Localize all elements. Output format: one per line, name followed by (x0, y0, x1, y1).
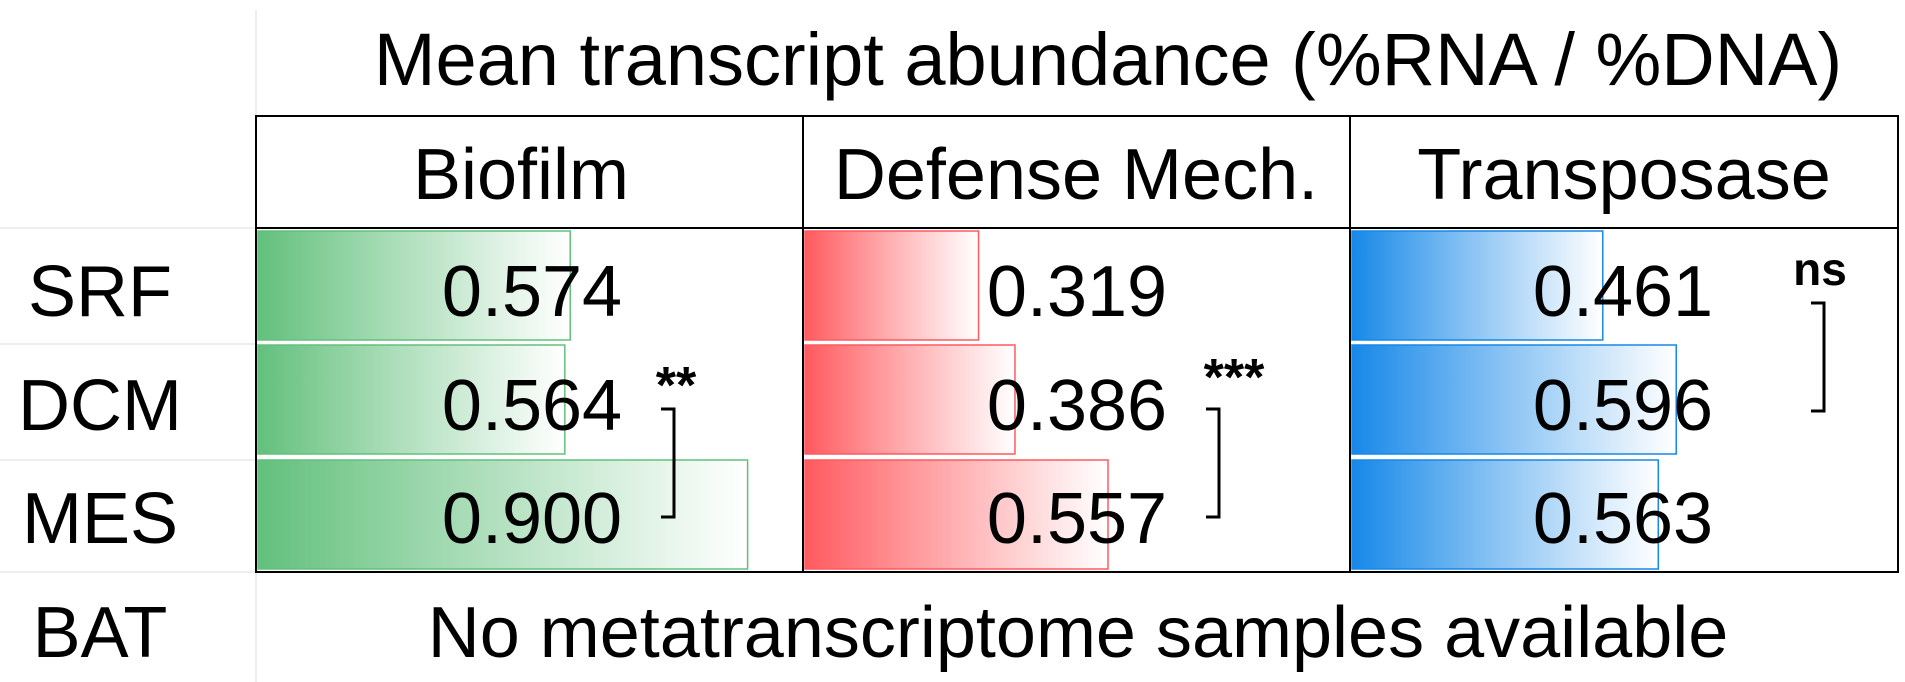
significance-label-transposase: ns (1793, 243, 1847, 295)
value-label-dcm-defense: 0.386 (987, 366, 1167, 446)
table-grid (255, 115, 1899, 573)
chart-title: Mean transcript abundance (%RNA / %DNA) (374, 18, 1842, 101)
row-label-mes: MES (22, 479, 178, 559)
column-header-defense-mech: Defense Mech. (834, 135, 1318, 215)
column-header-transposase: Transposase (1417, 135, 1831, 215)
value-label-mes-biofilm: 0.900 (442, 479, 622, 559)
significance-bracket-biofilm (661, 407, 676, 519)
value-label-mes-transposase: 0.563 (1533, 479, 1713, 559)
bar-dcm-transposase (1351, 344, 1677, 455)
value-label-dcm-transposase: 0.596 (1533, 366, 1713, 446)
bar-srf-biofilm (257, 230, 572, 341)
row-label-dcm: DCM (18, 366, 182, 446)
no-samples-note: No metatranscriptome samples available (428, 593, 1729, 673)
bar-dcm-biofilm (257, 344, 566, 455)
bar-dcm-defense (804, 344, 1016, 455)
bar-srf-transposase (1351, 230, 1604, 341)
bar-mes-transposase (1351, 459, 1660, 570)
bars-layer (257, 230, 1677, 570)
value-label-mes-defense: 0.557 (987, 479, 1167, 559)
bar-mes-biofilm (257, 459, 749, 570)
value-label-dcm-biofilm: 0.564 (442, 366, 622, 446)
bar-srf-defense (804, 230, 980, 341)
significance-bracket-transposase (1811, 301, 1826, 413)
value-label-srf-transposase: 0.461 (1533, 252, 1713, 332)
column-header-biofilm: Biofilm (413, 135, 629, 215)
significance-label-biofilm: ** (656, 357, 697, 415)
faint-grid (0, 10, 257, 682)
bar-mes-defense (804, 459, 1109, 570)
row-label-srf: SRF (28, 252, 172, 332)
row-label-bat: BAT (33, 593, 168, 673)
significance-label-defense: *** (1204, 349, 1265, 407)
value-label-srf-biofilm: 0.574 (442, 252, 622, 332)
significance-bracket-defense (1206, 407, 1221, 519)
value-label-srf-defense: 0.319 (987, 252, 1167, 332)
